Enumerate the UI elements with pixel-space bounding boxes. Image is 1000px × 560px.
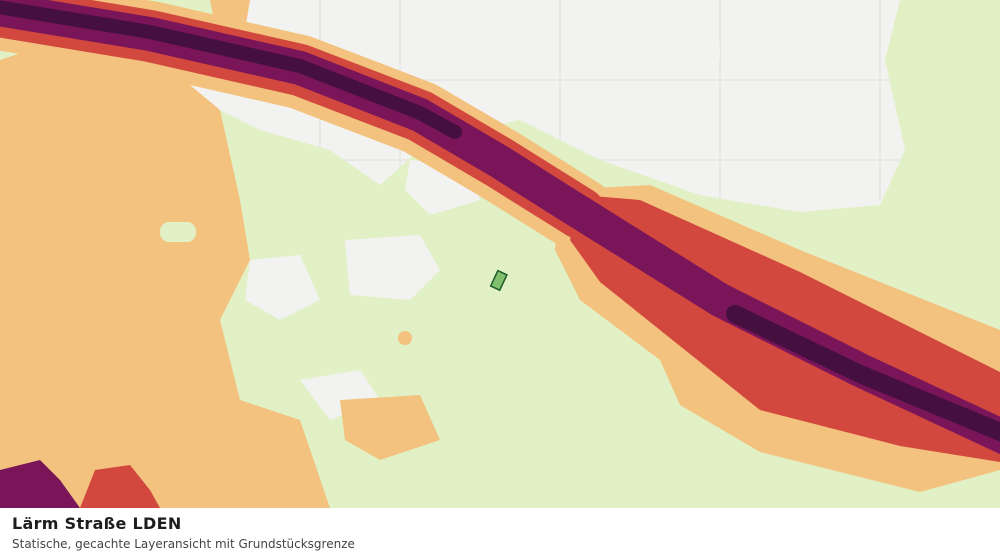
layer-title: Lärm Straße LDEN [12, 514, 182, 533]
layer-subtitle: Statische, gecachte Layeransicht mit Gru… [12, 537, 355, 551]
noise-zone-high [0, 460, 80, 508]
noise-zone-medium [0, 40, 330, 508]
caption-bar: Lärm Straße LDEN Statische, gecachte Lay… [0, 508, 1000, 560]
noise-zone-elevated [80, 465, 160, 508]
noise-map [0, 0, 1000, 508]
road-noise-bands [0, 0, 1000, 492]
quiet-patches [245, 40, 720, 420]
parcel-boundary[interactable] [489, 269, 508, 292]
